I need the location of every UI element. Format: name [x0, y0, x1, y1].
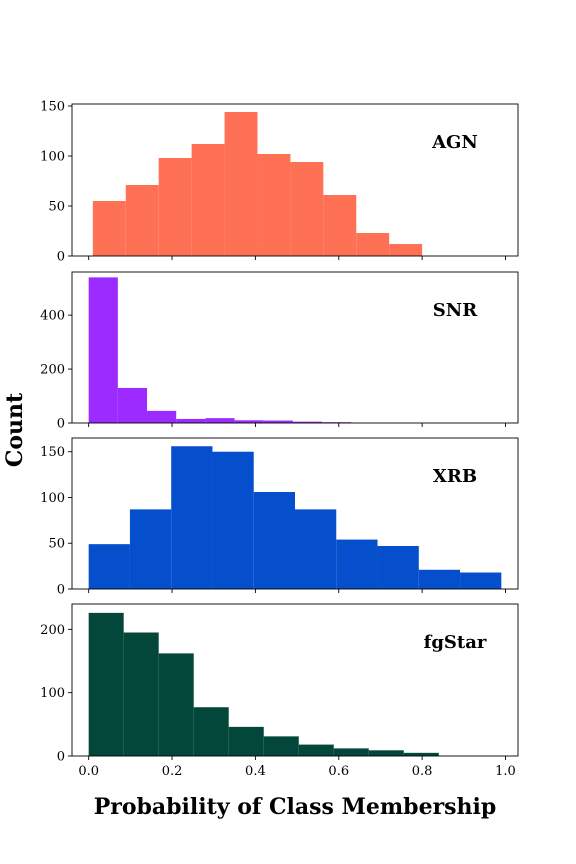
histogram-bar — [356, 233, 390, 256]
histogram-bar — [224, 112, 258, 256]
y-tick-label: 0 — [57, 750, 65, 765]
histogram-bar — [292, 421, 323, 423]
histogram-bar — [171, 446, 213, 589]
y-tick-label: 100 — [40, 491, 65, 506]
panel-fgstar: 0 100 200 0.0 0.2 0.4 0.6 0.8 1.0 fgStar — [40, 603, 519, 779]
y-tick-label: 100 — [40, 150, 65, 165]
axes-frame — [71, 603, 519, 757]
histogram-bar — [460, 572, 502, 589]
histogram-bar — [295, 509, 337, 589]
histogram-bar — [323, 195, 357, 256]
panel-label: AGN — [431, 132, 478, 153]
histogram-bar — [333, 748, 369, 756]
y-axis-title: Count — [2, 392, 28, 467]
histogram-bar — [123, 632, 159, 756]
histogram-bar — [263, 420, 293, 423]
y-tick-label: 0 — [57, 250, 65, 265]
histogram-bar — [125, 185, 159, 256]
y-tick-label: 400 — [40, 309, 65, 324]
y-tick-label: 200 — [40, 363, 65, 378]
x-tick-label: 0.6 — [328, 764, 349, 779]
histogram-bar — [418, 569, 461, 589]
histogram-bar — [228, 726, 264, 756]
histogram-bar — [290, 162, 324, 256]
histogram-bar — [336, 539, 378, 589]
histogram-bar — [205, 418, 235, 423]
histogram-bar — [88, 544, 130, 589]
panel-label: SNR — [433, 300, 478, 321]
x-tick-label: 0.4 — [245, 764, 266, 779]
panel-agn: 0 50 100 150 AGN — [40, 100, 519, 265]
y-tick-label: 50 — [48, 537, 65, 552]
axes-frame — [71, 103, 519, 257]
histogram-bar — [212, 451, 254, 589]
histogram-bar — [176, 418, 206, 423]
x-tick-label: 0.2 — [162, 764, 183, 779]
histogram-bar — [263, 736, 299, 756]
histogram-bar — [193, 707, 229, 756]
y-tick-label: 50 — [48, 200, 65, 215]
histogram-bar — [158, 158, 192, 256]
histogram-bar — [368, 750, 404, 756]
histogram-bar — [92, 201, 126, 256]
histogram-bar — [253, 491, 295, 589]
axes-frame — [71, 437, 519, 590]
histogram-bar — [257, 154, 291, 256]
y-tick-label: 0 — [57, 417, 65, 432]
panel-label: fgStar — [424, 632, 487, 653]
y-tick-label: 0 — [57, 583, 65, 598]
x-tick-label: 0.0 — [78, 764, 99, 779]
axes-frame — [71, 271, 519, 424]
histogram-bar — [129, 509, 172, 589]
histogram-bar — [403, 752, 439, 756]
panel-label: XRB — [433, 466, 477, 487]
panel-snr: 0 200 400 SNR — [40, 271, 519, 432]
histogram-bar — [88, 277, 118, 423]
histogram-bar — [191, 144, 225, 256]
y-tick-label: 200 — [40, 623, 65, 638]
histogram-bar — [147, 410, 177, 423]
histogram-bar — [377, 545, 419, 589]
histogram-bar — [117, 387, 148, 423]
histogram-bar — [298, 744, 334, 756]
x-axis-title: Probability of Class Membership — [94, 794, 497, 820]
x-tick-label: 1.0 — [495, 764, 516, 779]
histogram-bar — [389, 244, 423, 256]
y-tick-label: 150 — [40, 100, 65, 115]
histogram-bar — [234, 420, 264, 423]
histogram-bar — [88, 612, 124, 756]
panel-xrb: 0 50 100 150 XRB — [40, 437, 519, 598]
histogram-bar — [158, 653, 194, 756]
y-tick-label: 150 — [40, 445, 65, 460]
panels-container: 0 50 100 150 AGN 0 200 400 SNR 0 50 100 150 XRB 0 100 20… — [40, 100, 519, 779]
x-tick-label: 0.8 — [412, 764, 433, 779]
y-tick-label: 100 — [40, 686, 65, 701]
